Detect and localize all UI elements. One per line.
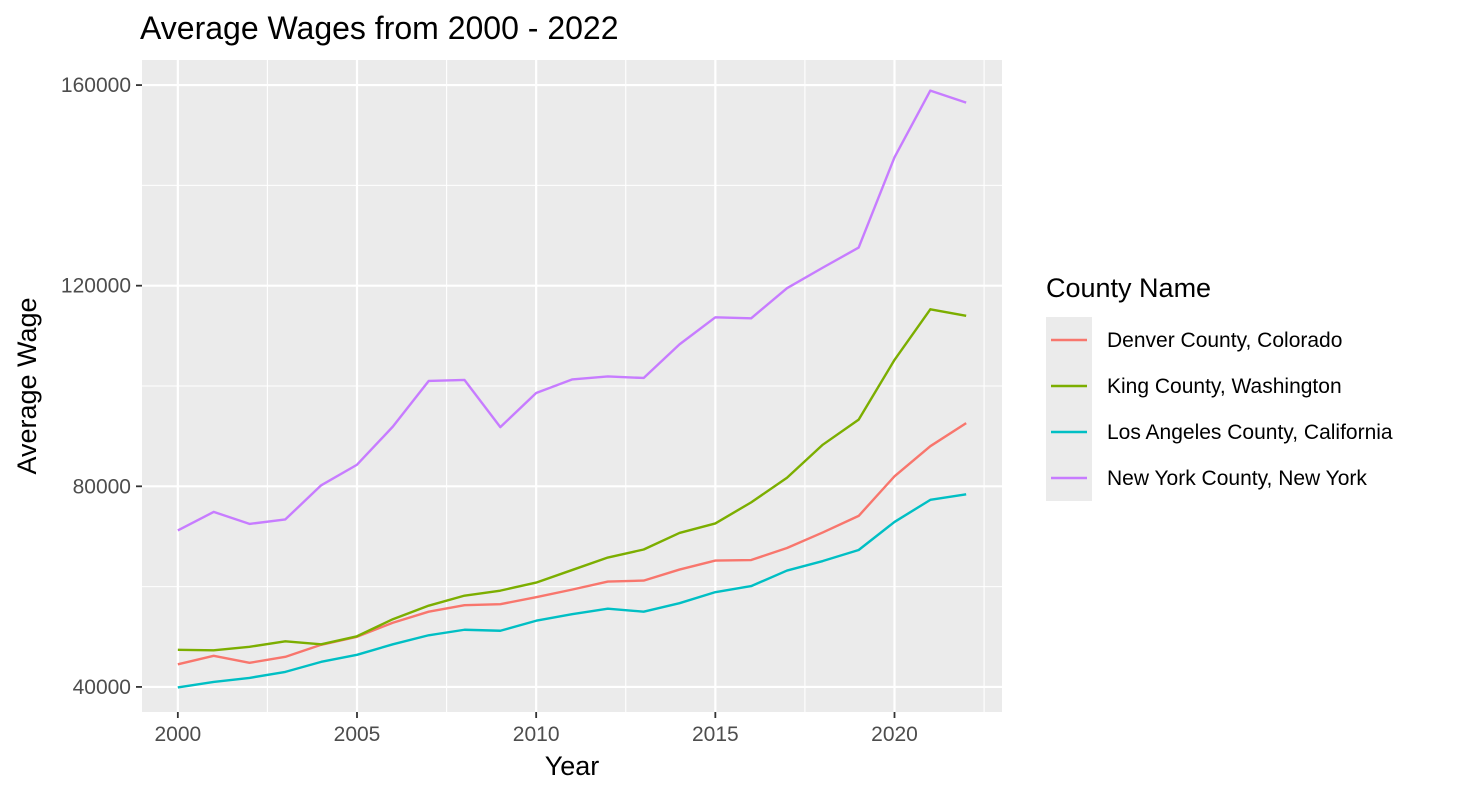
series-line-new-york-county-new-york [177,89,967,532]
x-tick-label: 2005 [334,723,381,746]
legend-label-denver-county-colorado: Denver County, Colorado [1107,329,1342,352]
y-axis: 40000 80000 120000 160000 [61,74,142,699]
major-gridlines [142,60,1002,712]
x-tick-label: 2020 [871,723,918,746]
series-line-king-county-washington [177,308,967,652]
legend: County Name Denver County, Colorado King … [1046,273,1393,501]
x-axis: 2000 2005 2010 2015 2020 [154,712,918,746]
x-axis-title: Year [545,751,600,781]
series-line-denver-county-colorado [177,422,967,666]
y-tick-label: 40000 [73,676,131,699]
chart-title: Average Wages from 2000 - 2022 [140,10,619,46]
x-tick-label: 2000 [154,723,201,746]
series-lines [177,89,967,689]
y-axis-title: Average Wage [12,297,42,474]
legend-label-new-york-county-new-york: New York County, New York [1107,467,1367,490]
x-tick-label: 2010 [513,723,560,746]
y-tick-label: 160000 [61,74,131,97]
series-line-los-angeles-county-california [177,493,967,689]
y-tick-label: 80000 [73,475,131,498]
legend-label-king-county-washington: King County, Washington [1107,375,1342,398]
y-tick-label: 120000 [61,275,131,298]
legend-title: County Name [1046,273,1211,303]
x-tick-label: 2015 [692,723,739,746]
legend-label-los-angeles-county-california: Los Angeles County, California [1107,421,1393,444]
minor-gridlines [142,60,1002,712]
legend-items: Denver County, Colorado King County, Wash… [1046,317,1393,501]
